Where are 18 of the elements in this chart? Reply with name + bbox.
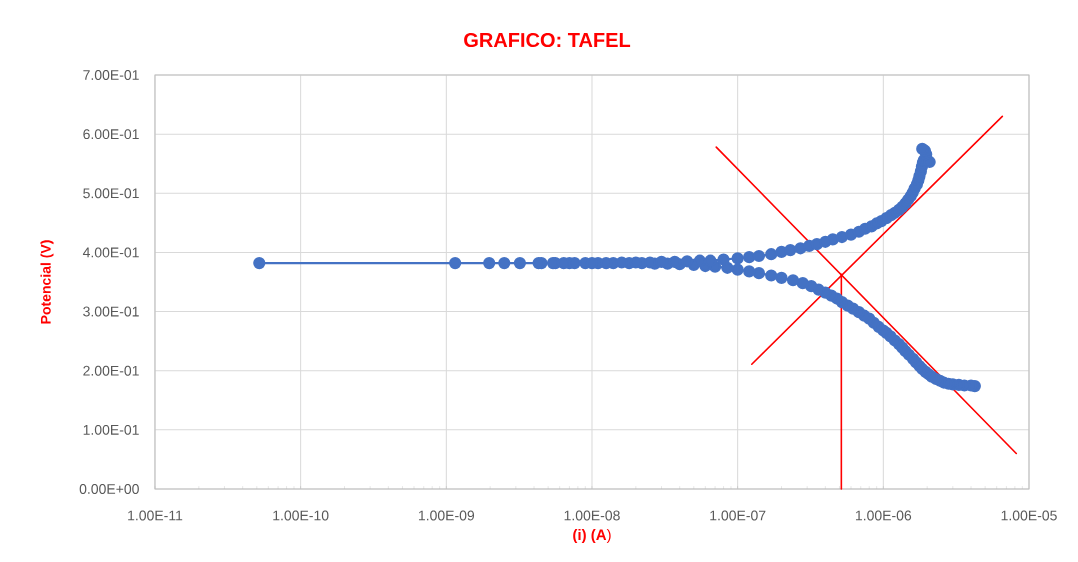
y-tick-label: 3.00E-01 <box>83 306 139 317</box>
y-tick-label: 2.00E-01 <box>83 365 139 376</box>
y-axis-title: Potencial (V) <box>40 240 54 324</box>
x-tick-label: 1.00E-10 <box>273 510 329 521</box>
x-axis-title: (i) (A) <box>573 529 611 543</box>
y-tick-label: 6.00E-01 <box>83 129 139 140</box>
x-tick-label: 1.00E-05 <box>1001 510 1057 521</box>
y-tick-label: 0.00E+00 <box>79 484 139 494</box>
x-tick-label: 1.00E-08 <box>564 510 620 521</box>
y-tick-label: 7.00E-01 <box>83 70 139 80</box>
x-tick-label: 1.00E-09 <box>418 510 475 521</box>
x-tick-label: 1.00E-11 <box>128 510 183 521</box>
y-tick-label: 4.00E-01 <box>82 247 139 258</box>
x-tick-label: 1.00E-06 <box>855 510 912 521</box>
x-tick-label: 1.00E-07 <box>710 510 766 521</box>
y-tick-label: 5.00E-01 <box>83 188 139 199</box>
chart-title: GRAFICO: TAFEL <box>464 32 631 48</box>
y-tick-label: 1.00E-01 <box>83 424 139 435</box>
